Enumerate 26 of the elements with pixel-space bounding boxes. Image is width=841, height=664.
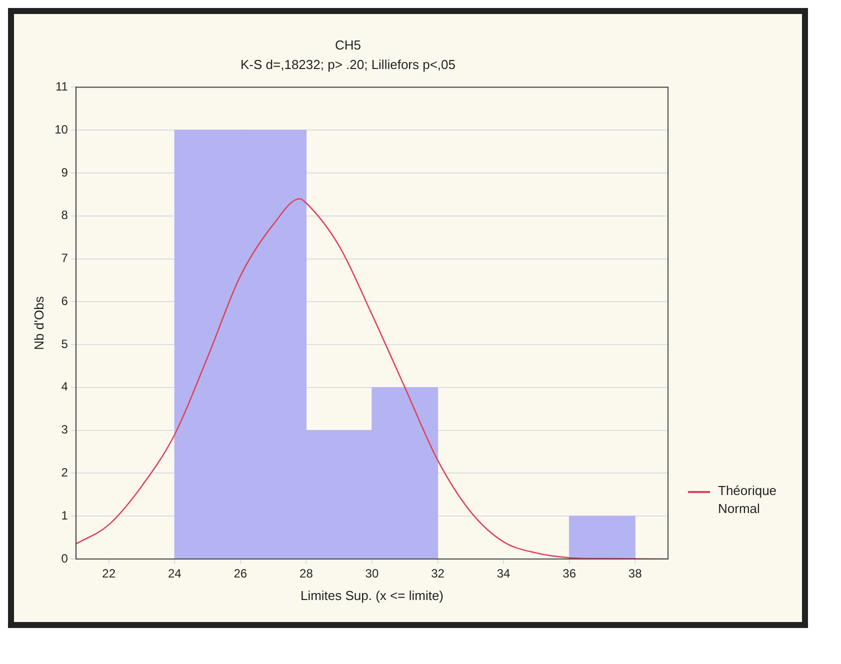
chart-subtitle: K-S d=,18232; p> .20; Lilliefors p<,05 (240, 56, 456, 72)
y-tick-label: 4 (61, 380, 68, 394)
chart-title: CH5 (334, 37, 362, 52)
y-tick-label: 9 (61, 165, 68, 180)
x-tick-label: 36 (562, 566, 576, 581)
legend-label: Théorique Normal (718, 482, 778, 518)
x-tick-label: 26 (234, 566, 248, 581)
y-tick-label: 11 (55, 80, 68, 94)
y-tick-label: 8 (61, 208, 68, 222)
y-tick-label: 6 (61, 294, 68, 308)
x-tick-label: 32 (431, 566, 445, 581)
x-tick-label: 34 (496, 566, 511, 581)
y-tick-label: 10 (54, 122, 68, 136)
x-tick-label: 22 (102, 566, 116, 581)
y-tick-label: 2 (61, 466, 68, 480)
y-tick-label: 0 (61, 551, 68, 566)
y-axis-title: Nb d'Obs (31, 296, 46, 350)
y-tick-label: 3 (61, 422, 68, 437)
y-tick-label: 7 (61, 251, 68, 266)
x-axis-title: Limites Sup. (x <= limite) (300, 588, 444, 603)
x-tick-label: 38 (628, 566, 642, 581)
x-tick-label: 30 (365, 566, 379, 581)
y-tick-label: 5 (61, 336, 68, 351)
x-tick-label: 28 (300, 566, 314, 581)
y-tick-label: 1 (61, 508, 68, 522)
x-tick-label: 24 (168, 566, 182, 581)
